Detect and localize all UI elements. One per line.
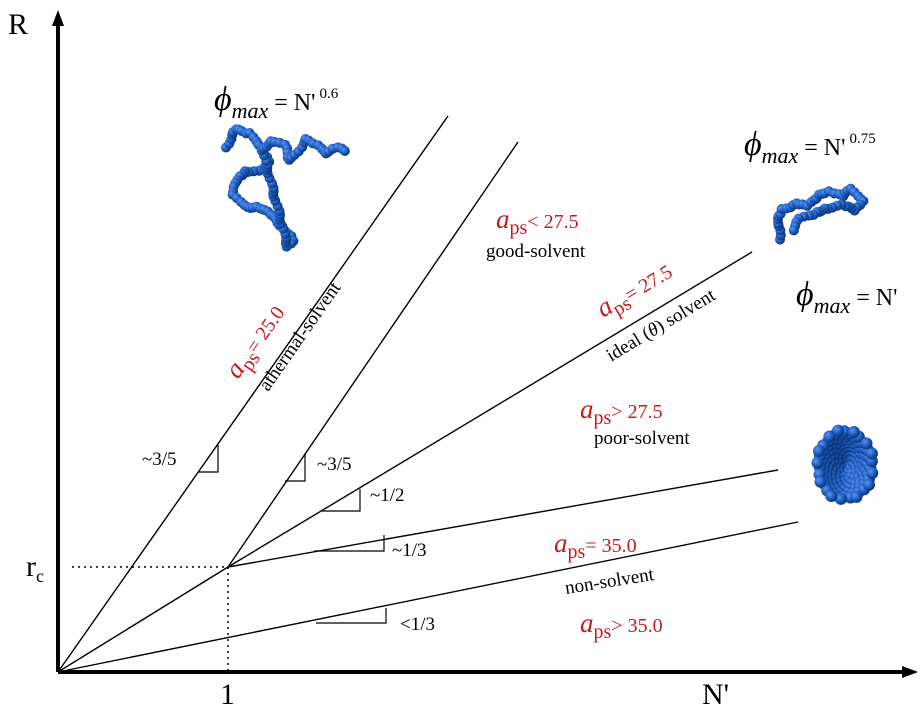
partial-polymer-image [772, 183, 869, 245]
poor-name-label: poor-solvent [594, 428, 690, 449]
slope-triangle-poor [314, 535, 385, 552]
phi-label-1: ϕmax = N' 0.6 [214, 81, 339, 123]
slope-triangle-athermal [198, 443, 219, 473]
lower-line [57, 521, 799, 673]
slope-label-ideal: ~1/2 [370, 485, 405, 506]
non-above-a-label: aps> 35.0 [580, 608, 663, 643]
x-axis-label: N' [702, 678, 729, 711]
slope-triangle-non [316, 608, 387, 624]
y-axis-arrow [52, 10, 64, 26]
x-mark-label: 1 [220, 678, 235, 711]
good-a-label: aps< 27.5 [496, 204, 579, 239]
non-name-label: non-solvent [563, 564, 656, 599]
phi-label-2: ϕmax = N' 0.75 [744, 126, 876, 168]
axes: R N' 1 rc [8, 8, 918, 711]
regime-lines [57, 115, 799, 673]
ideal-line [227, 251, 753, 568]
slope-triangles [198, 443, 387, 624]
slope-label-athermal: ~3/5 [142, 449, 177, 470]
svg-text:non-solvent: non-solvent [563, 564, 656, 599]
non-a-label: aps= 35.0 [554, 528, 637, 563]
poor-line [227, 469, 779, 568]
good-name-label: good-solvent [486, 241, 586, 262]
globule-polymer-image [811, 424, 879, 505]
poor-a-label: aps> 27.5 [580, 394, 663, 429]
extended-polymer-image [221, 124, 350, 252]
slope-label-non: <1/3 [400, 614, 435, 635]
y-axis-label: R [8, 8, 28, 41]
slope-triangle-good [285, 453, 306, 482]
x-axis-arrow [902, 666, 918, 678]
phi-label-3: ϕmax = N' [796, 276, 897, 318]
slope-label-good: ~3/5 [317, 454, 352, 475]
good-line [227, 141, 519, 568]
athermal-line [57, 115, 449, 673]
origin-link-line [57, 566, 229, 673]
slope-label-poor: ~1/3 [392, 540, 427, 561]
slope-triangle-ideal [322, 489, 361, 512]
y-mark-label: rc [26, 550, 44, 586]
